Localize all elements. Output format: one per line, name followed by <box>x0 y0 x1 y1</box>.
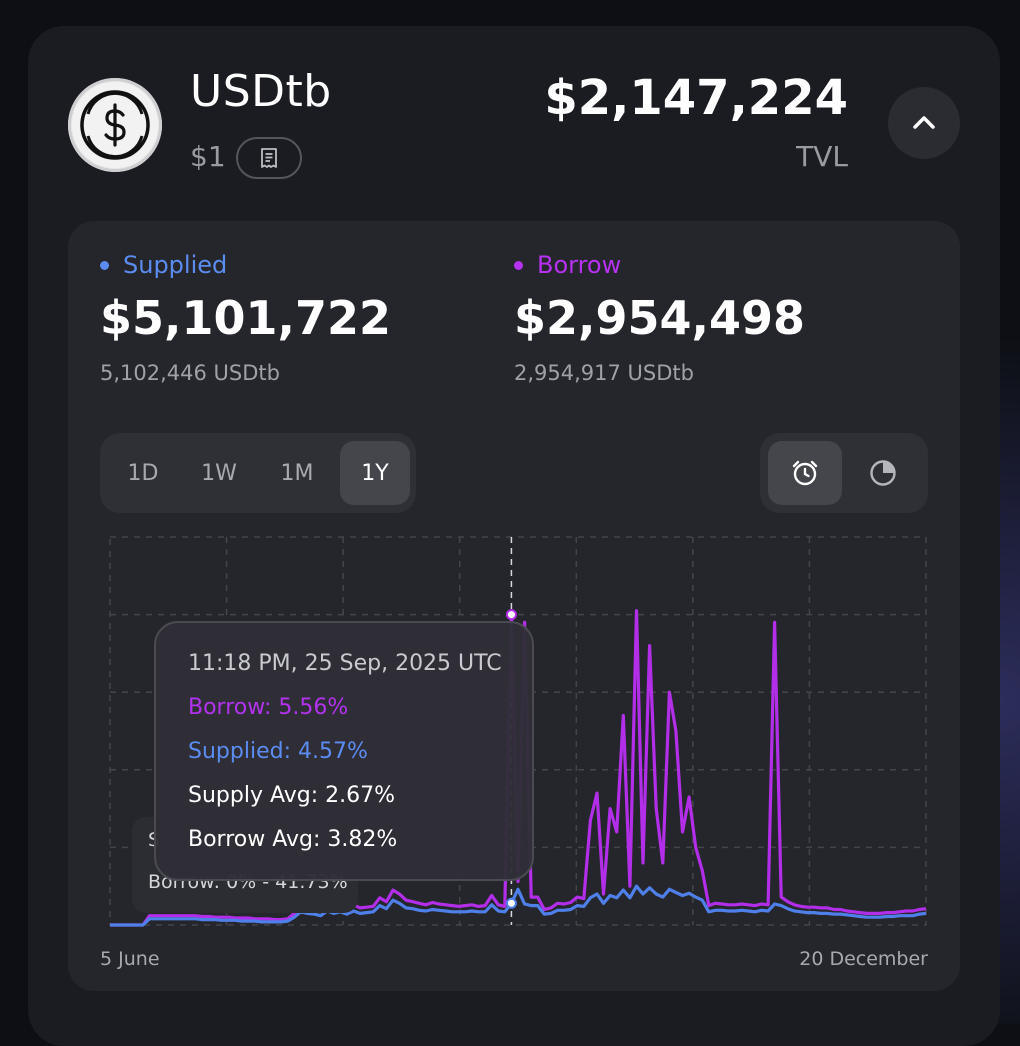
history-mode-button[interactable] <box>768 441 842 505</box>
tooltip-time: 11:18 PM, 25 Sep, 2025 UTC <box>188 651 502 676</box>
range-1d-button[interactable]: 1D <box>127 460 159 486</box>
tooltip-supply-avg: Supply Avg: 2.67% <box>188 783 396 808</box>
range-1w-button[interactable]: 1W <box>201 460 237 486</box>
borrow-value: $2,954,498 <box>514 291 806 345</box>
receipt-icon <box>261 148 277 168</box>
borrow-dot <box>514 260 523 270</box>
hover-point-supplied <box>505 897 517 909</box>
series-line-supplied <box>110 884 927 927</box>
dollar-coin-icon <box>68 78 162 172</box>
range-1y-button[interactable]: 1Y <box>340 441 410 505</box>
range-1m-button[interactable]: 1M <box>280 460 314 486</box>
collapse-button[interactable] <box>888 87 960 159</box>
tooltip-supplied: Supplied: 4.57% <box>188 739 368 764</box>
grid-border <box>109 536 927 926</box>
supplied-value: $5,101,722 <box>100 291 392 345</box>
tooltip-borrow-avg: Borrow Avg: 3.82% <box>188 827 398 852</box>
chart-tooltip: 11:18 PM, 25 Sep, 2025 UTC Borrow: 5.56%… <box>154 621 534 881</box>
x-axis-start-label: 5 June <box>100 948 160 970</box>
token-price: $1 <box>190 140 226 173</box>
chart-mode-selector <box>760 433 928 513</box>
chart-series <box>110 609 927 927</box>
supplied-label-text: Supplied <box>123 251 228 279</box>
supplied-amount: 5,102,446 USDtb <box>100 361 280 385</box>
tvl-label: TVL <box>796 140 848 173</box>
supplied-dot <box>100 260 109 270</box>
borrow-label: Borrow <box>514 251 621 279</box>
stats-panel: Supplied $5,101,722 5,102,446 USDtb Borr… <box>68 221 960 991</box>
tooltip-borrow: Borrow: 5.56% <box>188 695 349 720</box>
supplied-label: Supplied <box>100 251 227 279</box>
distribution-mode-button[interactable] <box>846 441 920 505</box>
token-name: USDtb <box>190 66 332 117</box>
alarm-clock-icon <box>792 460 818 486</box>
tvl-value: $2,147,224 <box>544 70 848 126</box>
chevron-up-icon <box>913 116 935 129</box>
borrow-label-text: Borrow <box>537 251 622 279</box>
series-line-borrow <box>110 609 927 927</box>
pie-chart-icon <box>870 460 896 486</box>
time-range-selector: 1D 1W 1M 1Y <box>100 433 416 513</box>
token-info-button[interactable] <box>236 137 302 179</box>
hover-point-borrow <box>505 609 517 621</box>
borrow-amount: 2,954,917 USDtb <box>514 361 694 385</box>
x-axis-end-label: 20 December <box>799 948 928 970</box>
